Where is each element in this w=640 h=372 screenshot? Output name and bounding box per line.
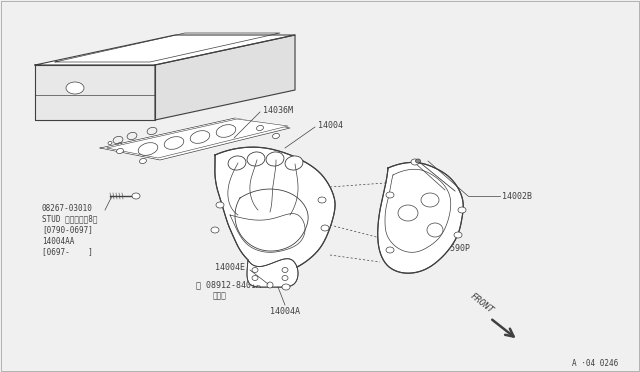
Ellipse shape bbox=[282, 267, 288, 273]
Polygon shape bbox=[215, 148, 335, 272]
Text: 14036M: 14036M bbox=[263, 106, 293, 115]
Ellipse shape bbox=[415, 159, 420, 163]
Polygon shape bbox=[378, 163, 463, 273]
Ellipse shape bbox=[211, 227, 219, 233]
Ellipse shape bbox=[216, 202, 224, 208]
Polygon shape bbox=[35, 35, 295, 65]
Ellipse shape bbox=[247, 152, 265, 166]
Text: [0790-0697]: [0790-0697] bbox=[42, 225, 93, 234]
Ellipse shape bbox=[66, 82, 84, 94]
Ellipse shape bbox=[164, 137, 184, 149]
Ellipse shape bbox=[267, 282, 273, 288]
Text: 14004AA: 14004AA bbox=[42, 237, 74, 246]
Ellipse shape bbox=[411, 159, 419, 165]
Ellipse shape bbox=[266, 152, 284, 166]
Text: STUD スタッド（8）: STUD スタッド（8） bbox=[42, 215, 97, 224]
Ellipse shape bbox=[454, 232, 462, 238]
Text: 14004E: 14004E bbox=[215, 263, 245, 273]
Text: A ·04 0246: A ·04 0246 bbox=[572, 359, 618, 368]
Ellipse shape bbox=[282, 276, 288, 280]
Ellipse shape bbox=[252, 267, 258, 273]
Ellipse shape bbox=[398, 205, 418, 221]
Text: 16590P: 16590P bbox=[440, 244, 470, 253]
Ellipse shape bbox=[318, 197, 326, 203]
Ellipse shape bbox=[216, 125, 236, 137]
Ellipse shape bbox=[386, 247, 394, 253]
Polygon shape bbox=[100, 118, 290, 160]
Ellipse shape bbox=[421, 193, 439, 207]
Ellipse shape bbox=[257, 125, 264, 131]
Text: （８）: （８） bbox=[213, 292, 227, 301]
Polygon shape bbox=[247, 260, 298, 287]
Ellipse shape bbox=[138, 142, 158, 155]
Text: 14002B: 14002B bbox=[502, 192, 532, 201]
Ellipse shape bbox=[118, 142, 122, 145]
Polygon shape bbox=[155, 35, 295, 120]
Ellipse shape bbox=[108, 141, 112, 145]
Ellipse shape bbox=[140, 158, 147, 164]
Ellipse shape bbox=[321, 225, 329, 231]
Ellipse shape bbox=[427, 223, 443, 237]
Text: 08267-03010: 08267-03010 bbox=[42, 203, 93, 212]
Ellipse shape bbox=[228, 156, 246, 170]
Text: 14004A: 14004A bbox=[270, 308, 300, 317]
Ellipse shape bbox=[273, 134, 280, 139]
Ellipse shape bbox=[458, 207, 466, 213]
Polygon shape bbox=[107, 119, 288, 158]
Polygon shape bbox=[35, 65, 155, 120]
Ellipse shape bbox=[285, 156, 303, 170]
Ellipse shape bbox=[252, 276, 258, 280]
Text: [0697-    ]: [0697- ] bbox=[42, 247, 93, 257]
Ellipse shape bbox=[132, 193, 140, 199]
Text: FRONT: FRONT bbox=[468, 291, 495, 315]
Ellipse shape bbox=[190, 131, 210, 143]
Ellipse shape bbox=[282, 284, 290, 290]
Text: 14004: 14004 bbox=[318, 121, 343, 129]
Ellipse shape bbox=[386, 192, 394, 198]
Text: ⓝ 08912-8401A: ⓝ 08912-8401A bbox=[196, 280, 261, 289]
Ellipse shape bbox=[116, 148, 124, 154]
